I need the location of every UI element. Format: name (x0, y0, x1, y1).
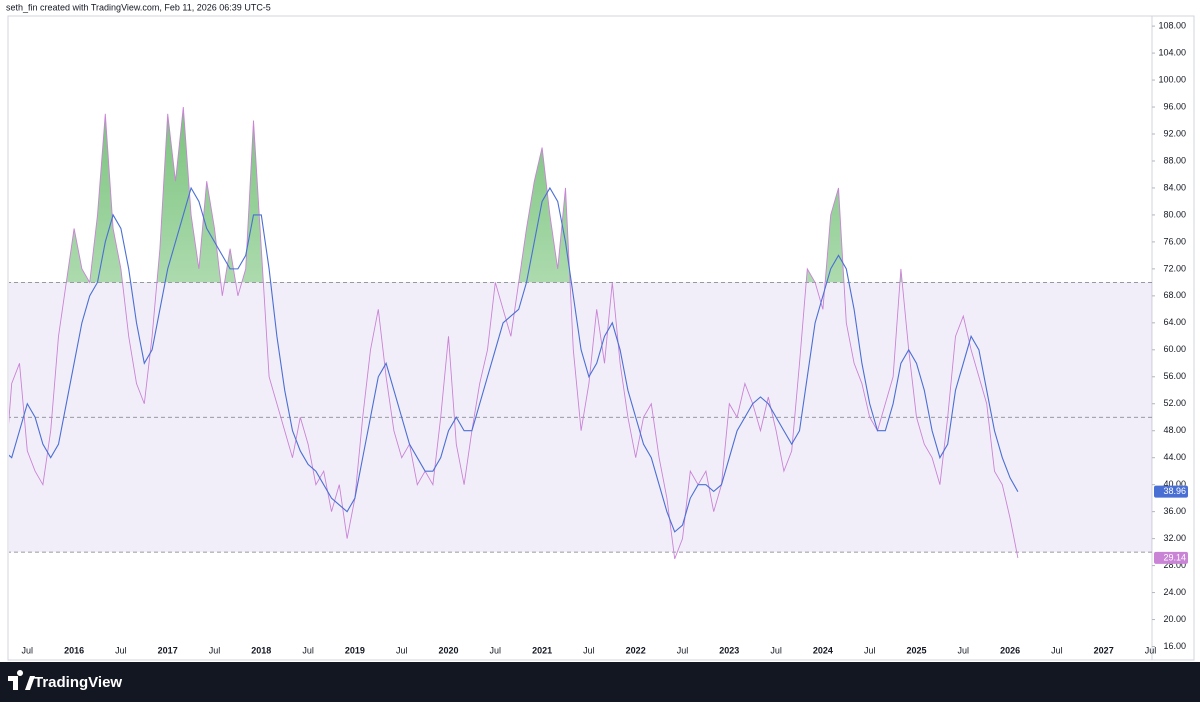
price-label-box (1154, 551, 1188, 564)
time-axis: Jul 2016 Jul 2017 Jul 2018 Jul 2019 Jul 2020 Jul 20… (22, 645, 1157, 655)
x-tick-label: 2027 (1094, 645, 1114, 655)
y-tick-label: 56.00 (1163, 371, 1186, 381)
chart-frame (7, 15, 1195, 661)
series-line (9, 106, 1019, 560)
x-tick-label: 2025 (906, 645, 926, 655)
y-tick-label: 92.00 (1163, 128, 1186, 138)
y-tick-label: 52.00 (1163, 398, 1186, 408)
x-tick-label: Jul (490, 645, 502, 655)
overbought-fill (9, 107, 1018, 283)
x-tick-label: Jul (1051, 645, 1063, 655)
x-tick-label: 2018 (251, 645, 271, 655)
x-tick-label: 2017 (158, 645, 178, 655)
x-tick-label: Jul (115, 645, 127, 655)
y-tick-label: 36.00 (1163, 506, 1186, 516)
x-tick-label: Jul (396, 645, 408, 655)
x-tick-label: 2022 (626, 645, 646, 655)
price-label: 29.14 (1163, 552, 1186, 562)
price-label-box (1154, 485, 1188, 498)
x-tick-label: 2019 (345, 645, 365, 655)
x-tick-label: 2023 (719, 645, 739, 655)
x-tick-label: 2020 (438, 645, 458, 655)
series-line (9, 186, 1019, 533)
x-tick-label: Jul (22, 645, 34, 655)
y-tick-label: 44.00 (1163, 452, 1186, 462)
y-tick-label: 100.00 (1158, 74, 1186, 84)
brand-name: TradingView (34, 674, 122, 691)
x-tick-label: 2024 (813, 645, 833, 655)
header-text: seth_fin created with TradingView.com, F… (6, 2, 271, 12)
y-tick-label: 28.00 (1163, 560, 1186, 570)
x-tick-label: 2021 (532, 645, 552, 655)
price-label: 38.96 (1163, 486, 1186, 496)
x-tick-label: Jul (209, 645, 221, 655)
x-tick-label: 2026 (1000, 645, 1020, 655)
y-tick-label: 88.00 (1163, 155, 1186, 165)
y-tick-label: 108.00 (1158, 20, 1186, 30)
y-tick-label: 96.00 (1163, 101, 1186, 111)
y-tick-label: 64.00 (1163, 317, 1186, 327)
y-tick-label: 16.00 (1163, 641, 1186, 651)
footer-bar (0, 662, 1200, 702)
x-tick-label: 2016 (64, 645, 84, 655)
x-tick-label: Jul (864, 645, 876, 655)
y-tick-label: 68.00 (1163, 290, 1186, 300)
y-tick-label: 32.00 (1163, 533, 1186, 543)
x-tick-label: Jul (958, 645, 970, 655)
logo-icon (8, 670, 35, 690)
y-tick-label: 84.00 (1163, 182, 1186, 192)
x-tick-label: Jul (583, 645, 595, 655)
plot-area (9, 106, 1152, 560)
axes: 16.00 20.00 24.00 28.00 32.00 36.00 40.00 44.00… (1152, 20, 1188, 651)
y-tick-label: 80.00 (1163, 209, 1186, 219)
y-tick-label: 76.00 (1163, 236, 1186, 246)
x-tick-label: Jul (1145, 645, 1157, 655)
y-tick-label: 20.00 (1163, 614, 1186, 624)
y-tick-label: 24.00 (1163, 587, 1186, 597)
y-tick-label: 48.00 (1163, 425, 1186, 435)
y-tick-label: 40.00 (1163, 479, 1186, 489)
y-tick-label: 104.00 (1158, 47, 1186, 57)
x-tick-label: Jul (302, 645, 314, 655)
y-tick-label: 60.00 (1163, 344, 1186, 354)
x-tick-label: Jul (677, 645, 689, 655)
y-tick-label: 72.00 (1163, 263, 1186, 273)
x-tick-label: Jul (770, 645, 782, 655)
brand-logo: TradingView (8, 670, 122, 691)
